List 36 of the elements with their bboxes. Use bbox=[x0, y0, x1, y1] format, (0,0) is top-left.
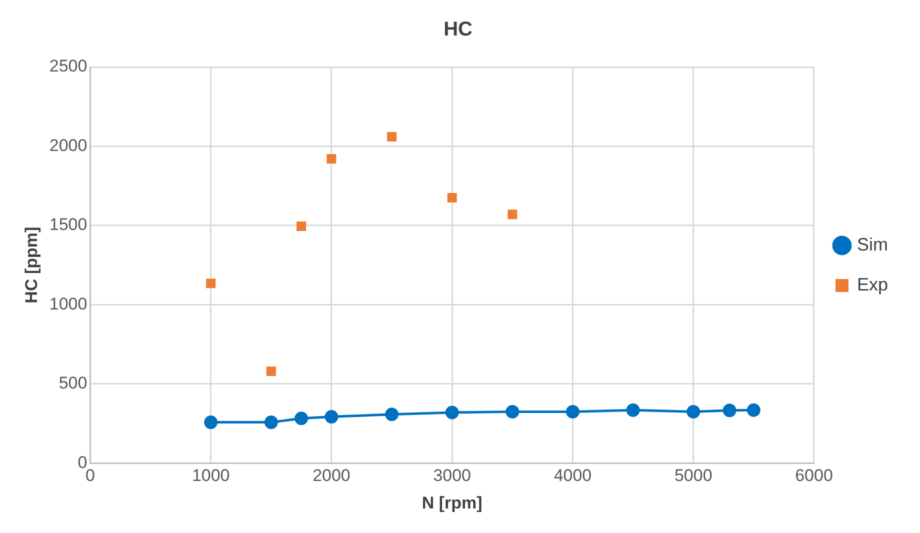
point bbox=[204, 416, 218, 430]
point bbox=[447, 193, 457, 202]
point bbox=[264, 416, 278, 430]
point bbox=[746, 403, 760, 417]
point bbox=[206, 278, 216, 288]
y-axis-title: HC [ppm] bbox=[22, 226, 41, 304]
point bbox=[387, 132, 397, 142]
point bbox=[326, 154, 336, 164]
y-tick-label: 1000 bbox=[49, 294, 88, 314]
x-tick-label: 2000 bbox=[312, 466, 350, 486]
x-tick-label: 5000 bbox=[674, 466, 712, 486]
x-tick-label: 4000 bbox=[554, 466, 592, 486]
x-axis-title: N [rpm] bbox=[422, 493, 482, 512]
point bbox=[508, 210, 518, 220]
legend-label: Sim bbox=[856, 234, 888, 254]
point bbox=[266, 366, 276, 376]
chart-title: HC bbox=[444, 18, 472, 41]
y-tick-label: 0 bbox=[78, 452, 88, 472]
x-tick-label: 6000 bbox=[795, 466, 833, 486]
y-tick-label: 2000 bbox=[49, 136, 88, 155]
point bbox=[566, 404, 580, 418]
point bbox=[296, 222, 306, 232]
point bbox=[722, 404, 736, 418]
point bbox=[294, 412, 308, 426]
y-tick-label: 500 bbox=[58, 374, 88, 393]
legend-label: Exp bbox=[856, 274, 888, 294]
y-tick-label: 2500 bbox=[49, 56, 88, 76]
point bbox=[324, 410, 338, 424]
point bbox=[385, 408, 399, 422]
point bbox=[626, 403, 640, 417]
y-tick-label: 1500 bbox=[49, 215, 88, 234]
x-tick-label: 1000 bbox=[192, 466, 230, 486]
point bbox=[445, 406, 459, 420]
point bbox=[506, 404, 520, 418]
point bbox=[686, 404, 700, 418]
x-tick-label: 3000 bbox=[433, 466, 472, 486]
